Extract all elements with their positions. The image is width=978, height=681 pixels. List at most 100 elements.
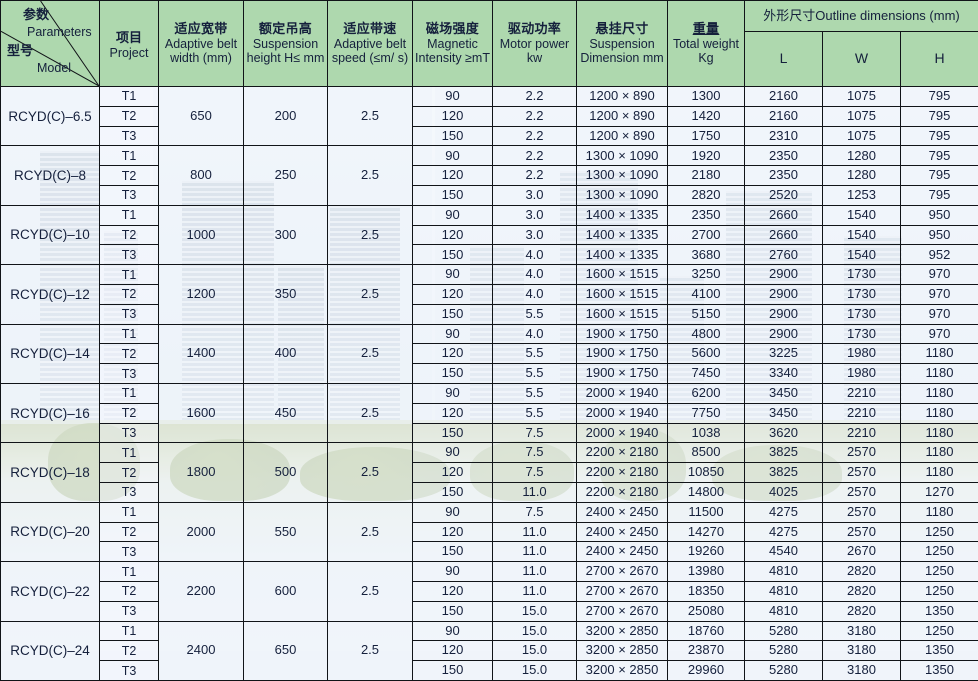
- cell-model: RCYD(C)–22: [1, 562, 100, 621]
- cell-total-weight: 4800: [668, 324, 745, 344]
- cell-outline-W: 2820: [823, 601, 901, 621]
- cell-motor-power: 15.0: [493, 621, 577, 641]
- cell-outline-W: 2210: [823, 423, 901, 443]
- cell-outline-L: 4810: [745, 562, 823, 582]
- cell-outline-L: 2310: [745, 126, 823, 146]
- cell-outline-L: 4275: [745, 502, 823, 522]
- cell-adaptive-belt-speed: 2.5: [328, 146, 413, 205]
- cell-model: RCYD(C)–20: [1, 502, 100, 561]
- header-motor-power-cn: 驱动功率: [494, 22, 575, 37]
- cell-outline-L: 5280: [745, 661, 823, 681]
- cell-model: RCYD(C)–16: [1, 383, 100, 442]
- cell-outline-H: 970: [901, 265, 978, 285]
- cell-suspension-height: 400: [244, 324, 328, 383]
- header-outline-H: H: [901, 32, 978, 87]
- cell-outline-H: 1250: [901, 621, 978, 641]
- cell-suspension-height: 450: [244, 383, 328, 442]
- cell-suspension-dimension: 1300 × 1090: [577, 185, 668, 205]
- cell-magnetic-intensity: 90: [413, 383, 493, 403]
- cell-suspension-dimension: 1900 × 1750: [577, 344, 668, 364]
- cell-motor-power: 15.0: [493, 601, 577, 621]
- cell-magnetic-intensity: 150: [413, 661, 493, 681]
- cell-outline-L: 2160: [745, 87, 823, 107]
- cell-outline-W: 1540: [823, 205, 901, 225]
- cell-project-code: T1: [100, 621, 159, 641]
- cell-project-code: T2: [100, 166, 159, 186]
- header-suspension-height: 额定吊高 Suspension height H≤ mm: [244, 1, 328, 87]
- cell-suspension-dimension: 3200 × 2850: [577, 661, 668, 681]
- cell-magnetic-intensity: 90: [413, 146, 493, 166]
- cell-total-weight: 2700: [668, 225, 745, 245]
- cell-magnetic-intensity: 90: [413, 621, 493, 641]
- cell-outline-W: 1253: [823, 185, 901, 205]
- cell-outline-H: 1180: [901, 443, 978, 463]
- cell-motor-power: 11.0: [493, 522, 577, 542]
- cell-outline-H: 1270: [901, 482, 978, 502]
- cell-motor-power: 4.0: [493, 324, 577, 344]
- cell-suspension-dimension: 1300 × 1090: [577, 146, 668, 166]
- cell-suspension-dimension: 1600 × 1515: [577, 304, 668, 324]
- cell-suspension-height: 600: [244, 562, 328, 621]
- header-outline-dimensions: 外形尺寸Outline dimensions (mm): [745, 1, 978, 32]
- cell-magnetic-intensity: 120: [413, 106, 493, 126]
- cell-outline-W: 1075: [823, 126, 901, 146]
- header-suspension-height-cn: 额定吊高: [245, 22, 326, 37]
- cell-outline-W: 2570: [823, 482, 901, 502]
- cell-motor-power: 2.2: [493, 87, 577, 107]
- cell-magnetic-intensity: 90: [413, 502, 493, 522]
- cell-suspension-dimension: 1400 × 1335: [577, 205, 668, 225]
- cell-motor-power: 11.0: [493, 581, 577, 601]
- cell-outline-H: 1180: [901, 423, 978, 443]
- cell-adaptive-belt-speed: 2.5: [328, 205, 413, 264]
- cell-project-code: T2: [100, 522, 159, 542]
- cell-outline-H: 795: [901, 126, 978, 146]
- cell-outline-L: 2160: [745, 106, 823, 126]
- cell-total-weight: 8500: [668, 443, 745, 463]
- cell-outline-L: 4275: [745, 522, 823, 542]
- cell-outline-L: 2900: [745, 304, 823, 324]
- cell-outline-L: 2900: [745, 284, 823, 304]
- cell-outline-H: 970: [901, 284, 978, 304]
- cell-outline-W: 2570: [823, 522, 901, 542]
- cell-motor-power: 7.5: [493, 502, 577, 522]
- cell-magnetic-intensity: 120: [413, 581, 493, 601]
- cell-outline-L: 2350: [745, 146, 823, 166]
- cell-magnetic-intensity: 90: [413, 87, 493, 107]
- cell-motor-power: 2.2: [493, 146, 577, 166]
- cell-outline-W: 1730: [823, 265, 901, 285]
- header-project-cn: 项目: [101, 31, 157, 46]
- cell-suspension-dimension: 1300 × 1090: [577, 166, 668, 186]
- cell-adaptive-belt-speed: 2.5: [328, 87, 413, 146]
- cell-outline-W: 2820: [823, 562, 901, 582]
- cell-motor-power: 15.0: [493, 661, 577, 681]
- cell-project-code: T3: [100, 423, 159, 443]
- cell-motor-power: 4.0: [493, 245, 577, 265]
- cell-total-weight: 19260: [668, 542, 745, 562]
- cell-adaptive-belt-speed: 2.5: [328, 265, 413, 324]
- header-outline-L: L: [745, 32, 823, 87]
- cell-motor-power: 7.5: [493, 423, 577, 443]
- cell-motor-power: 4.0: [493, 284, 577, 304]
- cell-outline-L: 3620: [745, 423, 823, 443]
- cell-outline-W: 2210: [823, 383, 901, 403]
- cell-magnetic-intensity: 150: [413, 364, 493, 384]
- cell-suspension-dimension: 1600 × 1515: [577, 265, 668, 285]
- cell-project-code: T1: [100, 265, 159, 285]
- cell-magnetic-intensity: 120: [413, 522, 493, 542]
- cell-motor-power: 5.5: [493, 344, 577, 364]
- header-suspension-dimension-en: Suspension Dimension mm: [578, 37, 666, 65]
- header-project: 项目 Project: [100, 1, 159, 87]
- cell-outline-H: 950: [901, 205, 978, 225]
- cell-project-code: T1: [100, 205, 159, 225]
- cell-outline-H: 1180: [901, 344, 978, 364]
- cell-outline-W: 2570: [823, 502, 901, 522]
